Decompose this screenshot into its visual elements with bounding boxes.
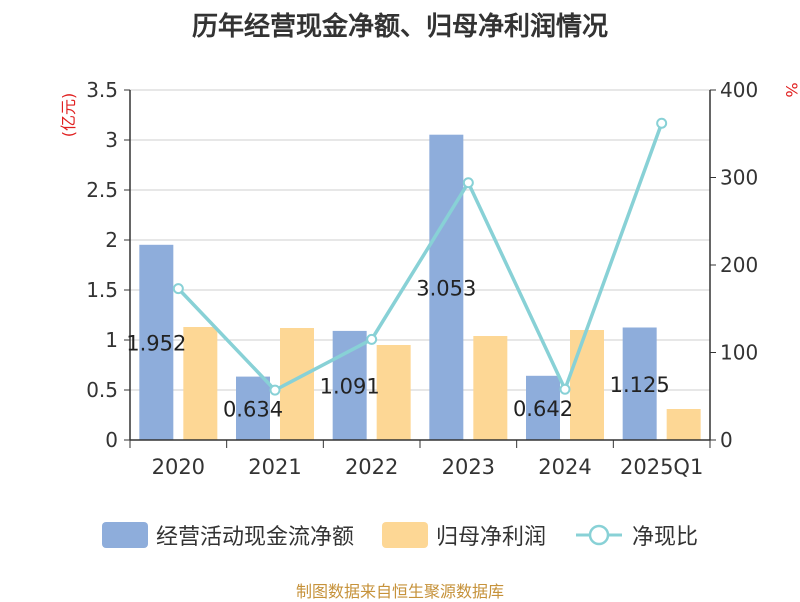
y-left-tick-label: 1.5 [86, 278, 118, 302]
y-right-tick-label: 200 [720, 253, 758, 277]
bar-cashflow [139, 244, 174, 440]
x-tick-label: 2023 [442, 455, 495, 479]
legend-item-profit[interactable]: 归母净利润 [381, 519, 546, 551]
legend-label-profit: 归母净利润 [435, 525, 546, 550]
ratio-point [172, 283, 184, 295]
bar-profit [376, 345, 411, 440]
ratio-line [172, 117, 668, 396]
ratio-point [366, 333, 378, 345]
bar-cashflow [526, 375, 560, 440]
x-tick-label: 2021 [248, 455, 301, 479]
legend-label-cashflow: 经营活动现金流净额 [155, 525, 354, 550]
bars [139, 134, 701, 440]
y-right-tick-label: 100 [720, 341, 758, 365]
x-tick-label: 2020 [152, 455, 205, 479]
x-tick-label: 2025Q1 [620, 455, 703, 479]
y-right-tick-label: 0 [720, 428, 733, 452]
bar-profit [666, 409, 701, 440]
source-footer: 制图数据来自恒生聚源数据库 [295, 582, 504, 601]
ratio-point [559, 383, 571, 395]
legend-swatch-cashflow [101, 522, 148, 548]
x-tick-label: 2024 [538, 455, 591, 479]
y-left-tick-label: 0.5 [86, 378, 118, 402]
y-right-tick-label: 300 [720, 166, 758, 190]
data-label-cashflow: 0.634 [223, 397, 283, 421]
bar-profit [473, 336, 508, 440]
y-left-tick-label: 3.5 [86, 78, 118, 102]
y-left-tick-label: 0 [105, 428, 118, 452]
data-label-cashflow: 1.091 [320, 374, 380, 398]
y-right-axis-label: % [782, 82, 800, 97]
axes: 0 0.5 1 1.5 2 2.5 3 3.5 0 100 200 300 400 2020 2021 202… [86, 78, 758, 479]
ratio-point [656, 117, 668, 129]
data-label-cashflow: 1.952 [126, 331, 186, 355]
data-label-cashflow: 3.053 [416, 276, 476, 300]
y-left-tick-label: 2.5 [86, 178, 118, 202]
bar-profit [183, 327, 218, 440]
y-left-tick-label: 2 [105, 228, 118, 252]
ratio-point [269, 384, 281, 396]
bar-cashflow [429, 134, 464, 440]
y-right-tick-label: 400 [720, 78, 758, 102]
legend-swatch-profit [381, 522, 428, 548]
legend-item-cashflow[interactable]: 经营活动现金流净额 [101, 519, 354, 551]
chart-title: 历年经营现金净额、归母净利润情况 [191, 12, 608, 42]
data-label-cashflow: 0.642 [513, 397, 573, 421]
y-left-axis-label: (亿元) [59, 93, 78, 138]
legend-label-ratio: 净现比 [632, 525, 699, 550]
bar-cashflow [236, 376, 270, 440]
y-left-tick-label: 3 [105, 128, 118, 152]
y-left-tick-label: 1 [105, 328, 118, 352]
data-label-cashflow: 1.125 [610, 373, 670, 397]
x-tick-label: 2022 [345, 455, 398, 479]
legend-swatch-ratio [576, 524, 622, 546]
legend-item-ratio[interactable]: 净现比 [574, 519, 698, 551]
bar-cashflow [622, 327, 657, 440]
ratio-point [462, 177, 474, 189]
bar-profit [570, 330, 604, 440]
ratio-polyline [177, 122, 664, 394]
legend: 经营活动现金流净额 归母净利润 净现比 [0, 515, 800, 555]
data-labels: 1.952 0.634 1.091 3.053 0.642 1.125 [126, 276, 669, 421]
